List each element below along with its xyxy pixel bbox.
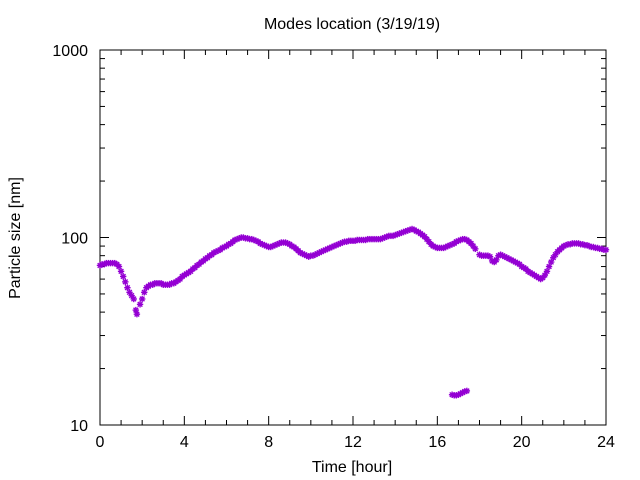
y-axis-label: Particle size [nm] xyxy=(7,177,24,299)
axis-tick-labels: 0 4 8 12 16 20 24 10 100 1000 xyxy=(52,43,615,451)
data-point xyxy=(117,268,125,275)
data-points xyxy=(96,225,610,399)
data-point xyxy=(124,284,131,291)
x-tick-label: 24 xyxy=(597,434,615,451)
y-tick-label: 1000 xyxy=(52,43,88,60)
data-point xyxy=(122,278,129,286)
x-tick-label: 12 xyxy=(344,434,362,451)
data-point xyxy=(130,295,137,303)
axis-ticks xyxy=(99,49,607,426)
data-point xyxy=(136,301,144,308)
y-tick-label: 10 xyxy=(70,418,88,435)
data-point xyxy=(133,310,141,318)
data-point xyxy=(463,387,471,395)
chart-title: Modes location (3/19/19) xyxy=(264,16,440,33)
data-point xyxy=(138,295,146,303)
x-tick-label: 8 xyxy=(264,434,273,451)
x-tick-label: 20 xyxy=(513,434,531,451)
x-tick-label: 0 xyxy=(96,434,105,451)
y-tick-label: 100 xyxy=(61,231,88,248)
data-point xyxy=(602,246,610,253)
x-tick-label: 16 xyxy=(428,434,446,451)
plot-frame xyxy=(99,49,607,426)
data-point xyxy=(472,245,479,253)
data-point xyxy=(119,273,127,280)
data-point xyxy=(115,263,123,270)
x-tick-label: 4 xyxy=(180,434,189,451)
x-axis-label: Time [hour] xyxy=(312,459,392,476)
data-point xyxy=(543,268,551,275)
